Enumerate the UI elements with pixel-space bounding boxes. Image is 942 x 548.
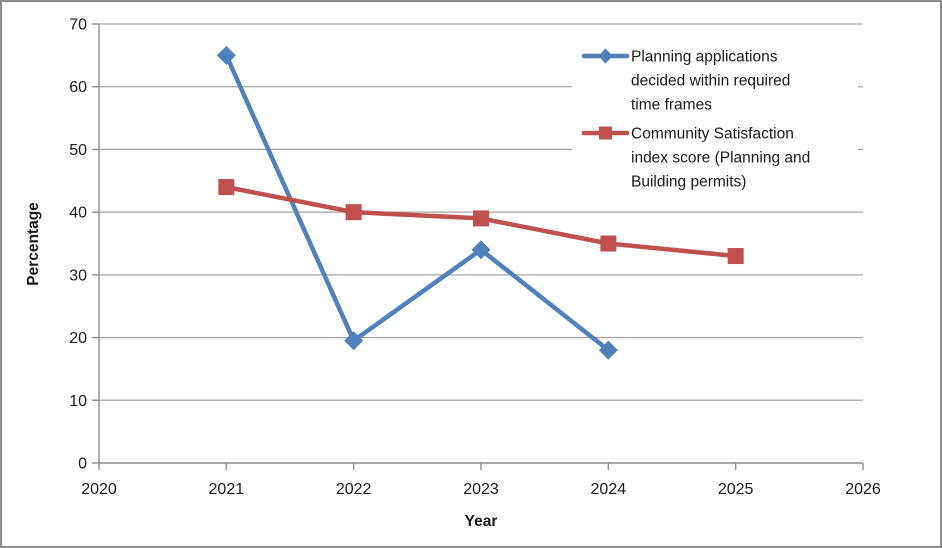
x-axis-title: Year bbox=[465, 513, 498, 530]
x-tick-label: 2024 bbox=[591, 481, 627, 498]
data-point-marker-square bbox=[218, 179, 235, 196]
legend: Planning applications decided within requ… bbox=[572, 38, 858, 191]
legend-marker-diamond bbox=[598, 48, 613, 64]
y-tick-label: 60 bbox=[69, 79, 87, 96]
axes bbox=[92, 23, 864, 470]
series-line-planning-applications bbox=[224, 53, 611, 353]
y-tick-label: 50 bbox=[69, 142, 87, 159]
x-tick-label: 2025 bbox=[718, 481, 754, 498]
data-point-marker-square bbox=[473, 210, 489, 227]
x-tick-label: 2020 bbox=[81, 481, 117, 498]
y-tick-label: 20 bbox=[69, 330, 87, 347]
data-point-marker-square bbox=[345, 204, 362, 221]
data-point-marker-square bbox=[727, 248, 744, 265]
data-point-marker-diamond bbox=[471, 240, 491, 260]
legend-background bbox=[572, 38, 858, 190]
y-tick-label: 40 bbox=[69, 205, 87, 222]
legend-marker-square bbox=[599, 126, 612, 140]
data-point-marker-diamond bbox=[598, 340, 618, 360]
y-tick-label: 30 bbox=[69, 267, 87, 284]
x-tick-label: 2021 bbox=[209, 481, 245, 498]
y-tick-label: 0 bbox=[78, 456, 87, 473]
x-tick-label: 2023 bbox=[463, 481, 499, 498]
y-axis-title: Percentage bbox=[25, 202, 42, 286]
legend-label: index score (Planning and bbox=[631, 150, 810, 167]
legend-label: Planning applications bbox=[631, 49, 778, 66]
gridlines bbox=[99, 23, 863, 401]
series-plot-area bbox=[216, 45, 744, 360]
legend-label: decided within required bbox=[631, 73, 790, 90]
x-tick-label: 2026 bbox=[845, 481, 881, 498]
y-tick-label: 10 bbox=[69, 393, 87, 410]
data-point-marker-diamond bbox=[216, 45, 236, 65]
data-point-marker-diamond bbox=[344, 331, 364, 351]
legend-label: time frames bbox=[631, 97, 712, 114]
data-point-marker-square bbox=[600, 235, 617, 252]
y-tick-label: 70 bbox=[69, 17, 87, 34]
legend-label: Building permits) bbox=[631, 174, 746, 191]
legend-label: Community Satisfaction bbox=[631, 126, 794, 143]
tick-labels: 0 10 20 30 40 50 60 70 2020 2021 2022 2023 2024 2025 2… bbox=[69, 17, 881, 499]
x-tick-label: 2022 bbox=[336, 481, 372, 498]
